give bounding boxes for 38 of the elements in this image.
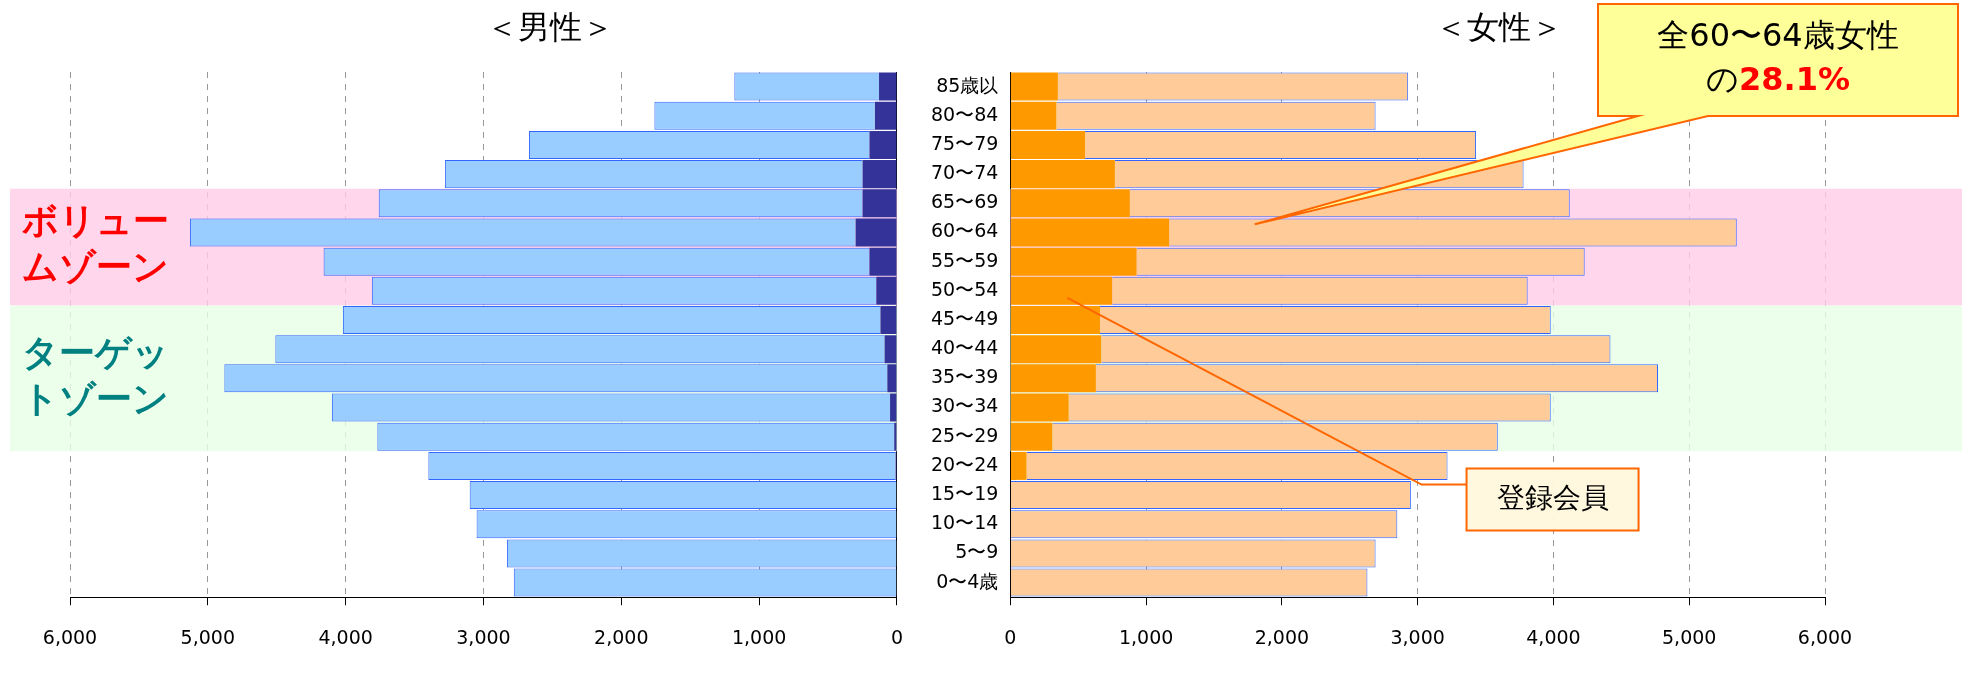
chart-title: ＜男性＞ — [485, 8, 614, 47]
x-tick-label: 0 — [1004, 625, 1017, 648]
y-tick-label: 60〜64 — [930, 219, 999, 242]
x-tick-label: 5,000 — [1662, 625, 1717, 648]
x-tick-label: 4,000 — [318, 625, 373, 648]
x-tick-label: 2,000 — [594, 625, 649, 648]
x-tick-label: 5,000 — [180, 625, 236, 648]
x-tick-label: 2,000 — [1254, 625, 1310, 648]
y-tick-label: 65〜69 — [930, 190, 999, 213]
y-tick-label: 75〜79 — [930, 131, 999, 154]
x-tick-label: 3,000 — [1390, 625, 1445, 648]
y-tick-label: 20〜24 — [930, 452, 999, 475]
x-tick-label: 4,000 — [1526, 625, 1581, 648]
y-tick-label: 85歳以 — [936, 73, 999, 96]
x-tick-label: 6,000 — [1797, 625, 1853, 648]
y-tick-label: 0〜4歳 — [936, 569, 999, 592]
y-tick-label: 55〜59 — [930, 248, 999, 271]
x-tick-label: 6,000 — [42, 625, 98, 648]
y-tick-label: 5〜9 — [955, 540, 999, 563]
y-tick-label: 30〜34 — [930, 394, 999, 417]
y-tick-label: 15〜19 — [930, 482, 999, 505]
y-tick-label: 10〜14 — [930, 511, 999, 534]
y-tick-label: 45〜49 — [930, 306, 999, 329]
annotation: 登録会員 — [1496, 480, 1609, 514]
x-tick-label: 1,000 — [731, 625, 787, 648]
x-tick-label: 3,000 — [456, 625, 511, 648]
y-tick-label: 35〜39 — [930, 365, 999, 388]
x-tick-label: 1,000 — [1118, 625, 1174, 648]
chart-title: ＜女性＞ — [1435, 8, 1564, 47]
x-tick-label: 0 — [890, 625, 903, 648]
y-tick-label: 40〜44 — [930, 336, 999, 359]
y-tick-label: 25〜29 — [930, 423, 999, 446]
y-tick-label: 80〜84 — [930, 102, 999, 125]
y-tick-label: 70〜74 — [930, 161, 999, 184]
annotation: 全60〜64歳女性の28.1% — [1657, 16, 1899, 99]
band-label: ターゲットゾーン — [22, 331, 169, 419]
band-label: ボリュームゾーン — [22, 200, 169, 288]
y-tick-label: 50〜54 — [930, 277, 999, 300]
